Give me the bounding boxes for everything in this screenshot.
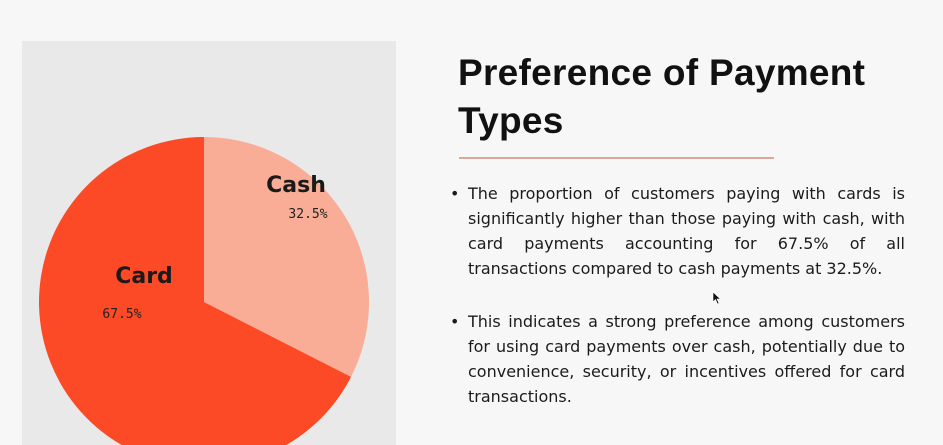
text-panel: Preference of Payment Types • The propor…: [440, 41, 920, 445]
bullet-text: This indicates a strong preference among…: [468, 312, 905, 406]
bullet-text: The proportion of customers paying with …: [468, 184, 905, 278]
bullet-dot-icon: •: [450, 184, 460, 203]
slice-label-card: Card: [115, 264, 173, 289]
chart-panel: Cash 32.5% Card 67.5%: [22, 41, 396, 445]
slice-label-cash: Cash: [266, 173, 326, 198]
payment-pie-chart: Cash 32.5% Card 67.5%: [39, 137, 370, 445]
pie-slice-card: [39, 137, 352, 445]
bullet-item: • The proportion of customers paying wit…: [450, 181, 905, 281]
title-divider: [459, 157, 774, 159]
slice-value-cash: 32.5%: [288, 207, 327, 222]
slide-title: Preference of Payment Types: [458, 52, 866, 141]
slice-value-card: 67.5%: [102, 307, 141, 322]
mouse-cursor-icon: [712, 291, 722, 305]
pie-slice-cash: [204, 137, 370, 377]
bullet-list: • The proportion of customers paying wit…: [450, 181, 905, 409]
bullet-dot-icon: •: [450, 312, 460, 331]
bullet-item: • This indicates a strong preference amo…: [450, 309, 905, 409]
